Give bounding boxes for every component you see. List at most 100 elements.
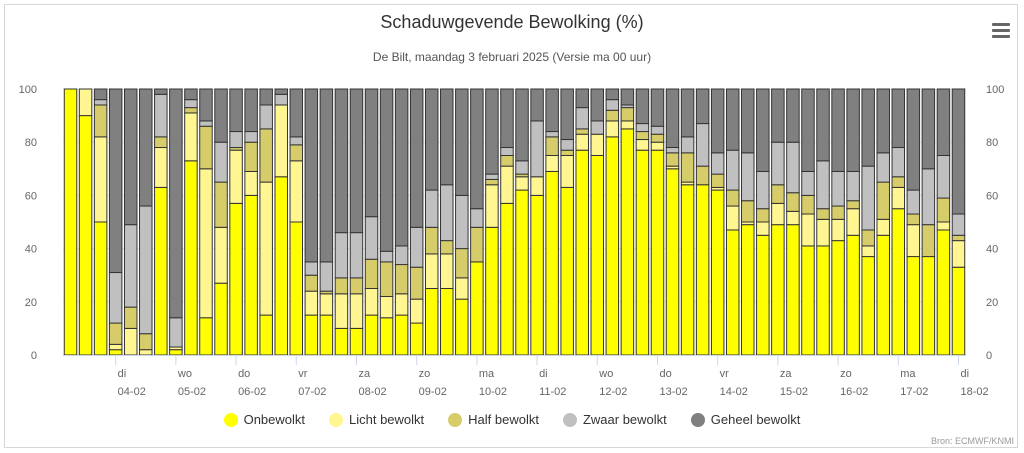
bar-segment-zwaar	[334, 232, 349, 279]
bar-segment-half	[741, 200, 755, 223]
bar-segment-half	[936, 197, 951, 223]
bar-segment-onbewolkt	[906, 256, 921, 356]
bar-segment-zwaar	[229, 131, 243, 149]
bar-segment-onbewolkt	[500, 202, 514, 356]
legend-item-geheel[interactable]: Geheel bewolkt	[690, 412, 801, 427]
bar-segment-half	[289, 144, 304, 162]
bar-segment-licht	[364, 288, 379, 316]
x-tick-date: 15-02	[780, 386, 808, 398]
bar-segment-licht	[861, 245, 875, 258]
bar-segment-onbewolkt	[665, 168, 680, 356]
bar-segment-half	[756, 208, 770, 223]
bar-segment-zwaar	[424, 189, 439, 228]
bar-segment-licht	[154, 147, 168, 188]
bar-segment-zwaar	[756, 170, 770, 210]
bar-segment-onbewolkt	[108, 349, 123, 356]
bar-segment-onbewolkt	[560, 186, 574, 356]
bar-segment-zwaar	[786, 141, 800, 194]
bar-segment-geheel	[861, 88, 875, 167]
bar-segment-half	[801, 194, 815, 215]
x-tick-day: vr	[298, 368, 308, 380]
bar-segment-geheel	[921, 88, 936, 170]
bar-segment-half	[771, 184, 785, 204]
bar-segment-geheel	[93, 88, 108, 101]
bar-segment-onbewolkt	[741, 224, 755, 356]
bar-segment-licht	[440, 253, 454, 289]
x-tick-day: zo	[419, 368, 431, 380]
legend-label: Onbewolkt	[243, 412, 305, 427]
bar-segment-onbewolkt	[379, 317, 394, 356]
bar-segment-zwaar	[154, 93, 168, 138]
legend-item-licht[interactable]: Licht bewolkt	[329, 412, 424, 427]
bar-segment-zwaar	[771, 141, 785, 186]
y-tick-label-left: 0	[31, 350, 37, 362]
x-tick-day: zo	[840, 368, 852, 380]
bar-segment-onbewolkt	[184, 160, 198, 356]
bar-segment-zwaar	[710, 152, 725, 175]
bar-segment-licht	[289, 160, 304, 223]
y-tick-label-right: 100	[986, 84, 1004, 96]
x-tick-date: 11-02	[539, 386, 566, 398]
x-tick-day: ma	[900, 368, 916, 380]
x-tick-date: 06-02	[238, 386, 266, 398]
y-tick-label-left: 60	[25, 190, 37, 202]
legend-label: Geheel bewolkt	[710, 412, 801, 427]
x-tick-date: 05-02	[178, 386, 206, 398]
bar-segment-licht	[771, 202, 785, 226]
legend-item-zwaar[interactable]: Zwaar bewolkt	[562, 412, 667, 427]
bar-segment-onbewolkt	[199, 317, 213, 356]
bar-segment-licht	[93, 136, 108, 223]
x-tick-date: 07-02	[298, 386, 326, 398]
bar-segment-onbewolkt	[169, 349, 183, 356]
x-tick-date: 18-02	[960, 386, 988, 398]
bar-segment-onbewolkt	[334, 327, 349, 356]
bar-segment-licht	[635, 139, 650, 151]
legend-label: Zwaar bewolkt	[582, 412, 667, 427]
bar-segment-geheel	[846, 88, 860, 172]
bar-segment-zwaar	[364, 216, 379, 260]
bar-segment-licht	[334, 293, 349, 329]
bar-segment-onbewolkt	[816, 245, 830, 356]
bar-segment-geheel	[108, 88, 123, 274]
bar-segment-zwaar	[921, 168, 936, 226]
bar-segment-licht	[319, 293, 334, 316]
x-tick-date: 16-02	[840, 386, 868, 398]
bar-segment-half	[259, 128, 273, 183]
bar-segment-onbewolkt	[846, 234, 860, 356]
legend-item-half[interactable]: Half bewolkt	[448, 412, 539, 427]
x-tick-day: wo	[177, 368, 192, 380]
bar-segment-zwaar	[891, 147, 906, 178]
bar-segment-licht	[274, 104, 288, 178]
bar-segment-geheel	[455, 88, 469, 196]
chart-credits[interactable]: Bron: ECMWF/KNMI	[930, 436, 1014, 446]
bar-segment-licht	[876, 218, 890, 236]
bar-segment-zwaar	[349, 232, 364, 279]
bar-segment-half	[394, 264, 409, 295]
bar-segment-half	[710, 173, 725, 188]
bar-segment-geheel	[424, 88, 439, 191]
y-tick-label-right: 60	[986, 190, 998, 202]
hamburger-menu-icon[interactable]	[988, 18, 1014, 42]
x-tick-day: vr	[720, 368, 730, 380]
bar-segment-half	[199, 125, 213, 170]
bar-segment-geheel	[951, 88, 966, 215]
bar-segment-onbewolkt	[289, 221, 304, 356]
bar-segment-onbewolkt	[725, 229, 740, 356]
bar-segment-licht	[455, 277, 469, 300]
bar-segment-half	[379, 261, 394, 297]
bar-segment-zwaar	[801, 170, 815, 196]
bar-segment-onbewolkt	[93, 221, 108, 356]
bar-segment-half	[139, 333, 153, 351]
bar-segment-half	[409, 266, 424, 300]
bar-segment-half	[876, 181, 890, 220]
bar-segment-half	[123, 306, 138, 329]
bar-segment-onbewolkt	[455, 298, 469, 356]
bar-segment-licht	[199, 168, 213, 319]
bar-segment-geheel	[184, 88, 198, 101]
bar-segment-onbewolkt	[485, 226, 499, 356]
bar-segment-zwaar	[304, 261, 319, 276]
legend-item-onbewolkt[interactable]: Onbewolkt	[223, 412, 305, 427]
bar-segment-half	[455, 248, 469, 279]
bar-segment-geheel	[274, 88, 288, 95]
bar-segment-onbewolkt	[575, 149, 589, 356]
